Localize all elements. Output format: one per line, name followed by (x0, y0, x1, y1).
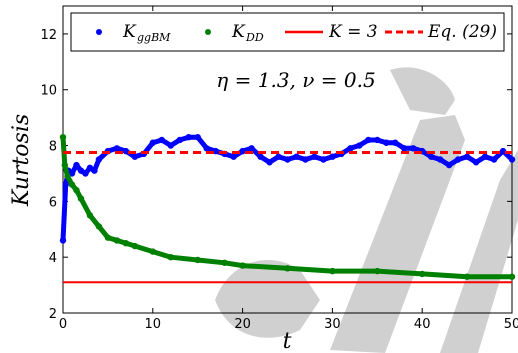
series-group (59, 133, 516, 284)
legend-ggbm-marker (96, 29, 102, 35)
legend-dd-label: K (231, 22, 246, 42)
y-tick-label: 8 (49, 140, 57, 155)
series-k-ggbm (59, 133, 516, 244)
y-tick-label: 10 (40, 84, 57, 99)
legend-ggbm-subscript: ggBM (137, 31, 171, 44)
legend-dd-marker (205, 29, 211, 35)
legend-ggbm-label: K (122, 22, 137, 42)
legend-k3-label: K = 3 (328, 22, 378, 42)
x-ticks: 0 10 20 30 40 50 (59, 6, 518, 332)
legend-eq29-label: Eq. (29) (427, 22, 497, 42)
x-tick-label: 20 (234, 317, 251, 332)
watermark (215, 67, 518, 353)
legend-dd-subscript: DD (245, 31, 264, 44)
legend: K ggBM K DD K = 3 Eq. (29) (70, 12, 505, 52)
series-line-k-ggbm (60, 134, 515, 243)
series-k-dd (59, 133, 516, 280)
x-axis-label: t (283, 329, 292, 353)
y-tick-label: 12 (40, 28, 57, 43)
series-line-k-dd (60, 134, 515, 280)
y-tick-label: 2 (49, 307, 57, 322)
x-tick-label: 10 (145, 317, 162, 332)
x-tick-label: 0 (59, 317, 67, 332)
y-axis-label: Kurtosis (9, 114, 34, 207)
y-tick-label: 4 (49, 251, 57, 266)
x-tick-label: 50 (504, 317, 518, 332)
x-tick-label: 30 (324, 317, 341, 332)
parameter-annotation: η = 1.3, ν = 0.5 (216, 68, 375, 92)
y-tick-label: 6 (49, 195, 57, 210)
x-tick-label: 40 (414, 317, 431, 332)
y-ticks: 2 4 6 8 10 12 (40, 28, 512, 322)
